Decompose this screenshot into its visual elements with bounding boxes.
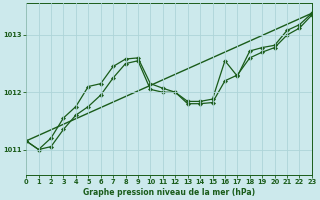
- X-axis label: Graphe pression niveau de la mer (hPa): Graphe pression niveau de la mer (hPa): [83, 188, 255, 197]
